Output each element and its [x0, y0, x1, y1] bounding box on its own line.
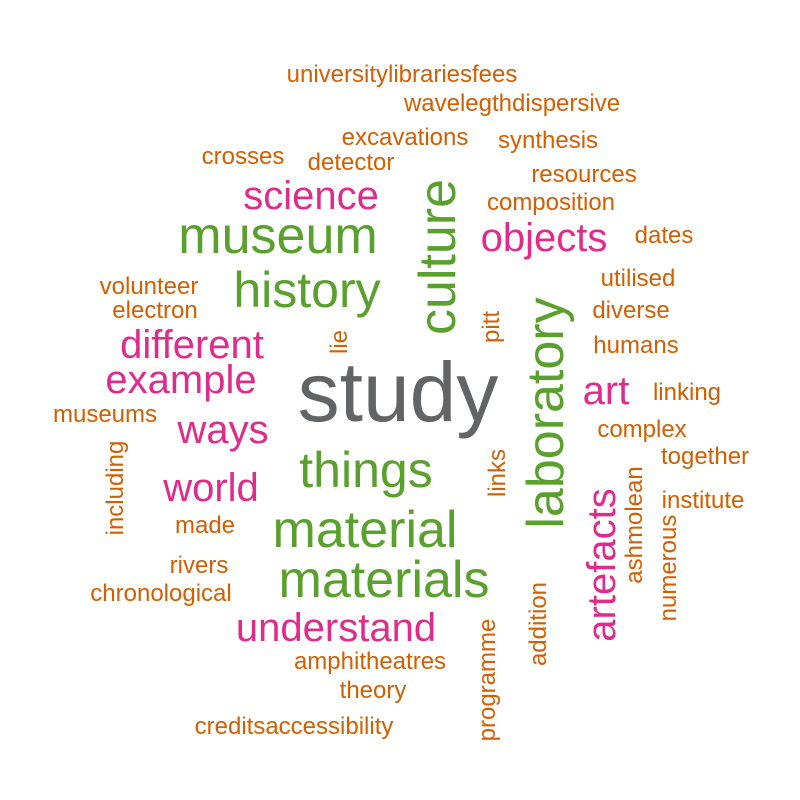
word-museums: museums	[52, 401, 158, 428]
word-creditsaccessibility: creditsaccessibility	[194, 713, 394, 740]
word-laboratory: laboratory	[517, 297, 575, 529]
word-dates: dates	[634, 222, 694, 249]
word-museum: museum	[178, 207, 378, 265]
word-humans: humans	[593, 332, 679, 359]
word-composition: composition	[486, 189, 616, 216]
word-universitylibrariesfees: universitylibrariesfees	[286, 61, 518, 88]
word-rivers: rivers	[169, 552, 229, 579]
word-programme: programme	[474, 618, 501, 742]
word-addition: addition	[525, 581, 552, 667]
word-wavelegthdispersive: wavelegthdispersive	[403, 90, 621, 117]
word-world: world	[163, 466, 259, 510]
word-different: different	[120, 323, 264, 367]
word-objects: objects	[480, 216, 608, 260]
word-amphitheatres: amphitheatres	[293, 648, 447, 675]
word-study: study	[297, 345, 499, 439]
word-numerous: numerous	[655, 514, 682, 622]
word-volunteer: volunteer	[99, 273, 199, 300]
word-ways: ways	[177, 408, 269, 452]
word-things: things	[299, 442, 433, 498]
word-including: including	[102, 440, 129, 536]
word-history: history	[233, 262, 381, 318]
word-excavations: excavations	[341, 124, 469, 151]
word-linking: linking	[652, 379, 722, 406]
word-synthesis: synthesis	[497, 127, 599, 154]
word-made: made	[174, 512, 236, 539]
word-links: links	[484, 448, 511, 498]
word-chronological: chronological	[90, 580, 232, 607]
word-theory: theory	[339, 677, 407, 704]
word-lie: lie	[326, 329, 353, 355]
word-detector: detector	[307, 149, 395, 176]
word-resources: resources	[531, 161, 637, 188]
word-ashmolean: ashmolean	[621, 466, 648, 584]
word-together: together	[660, 443, 750, 470]
word-complex: complex	[597, 416, 687, 443]
word-art: art	[582, 369, 630, 413]
word-institute: institute	[661, 487, 745, 514]
word-electron: electron	[112, 297, 198, 324]
word-materials: materials	[278, 551, 490, 609]
word-pitt: pitt	[478, 310, 505, 344]
word-crosses: crosses	[201, 143, 285, 170]
word-example: example	[105, 358, 257, 402]
word-understand: understand	[235, 606, 437, 650]
word-artefacts: artefacts	[580, 488, 624, 642]
word-science: science	[243, 174, 379, 218]
word-utilised: utilised	[600, 265, 676, 292]
word-material: material	[272, 501, 458, 559]
word-culture: culture	[409, 178, 467, 336]
word-diverse: diverse	[592, 297, 670, 324]
